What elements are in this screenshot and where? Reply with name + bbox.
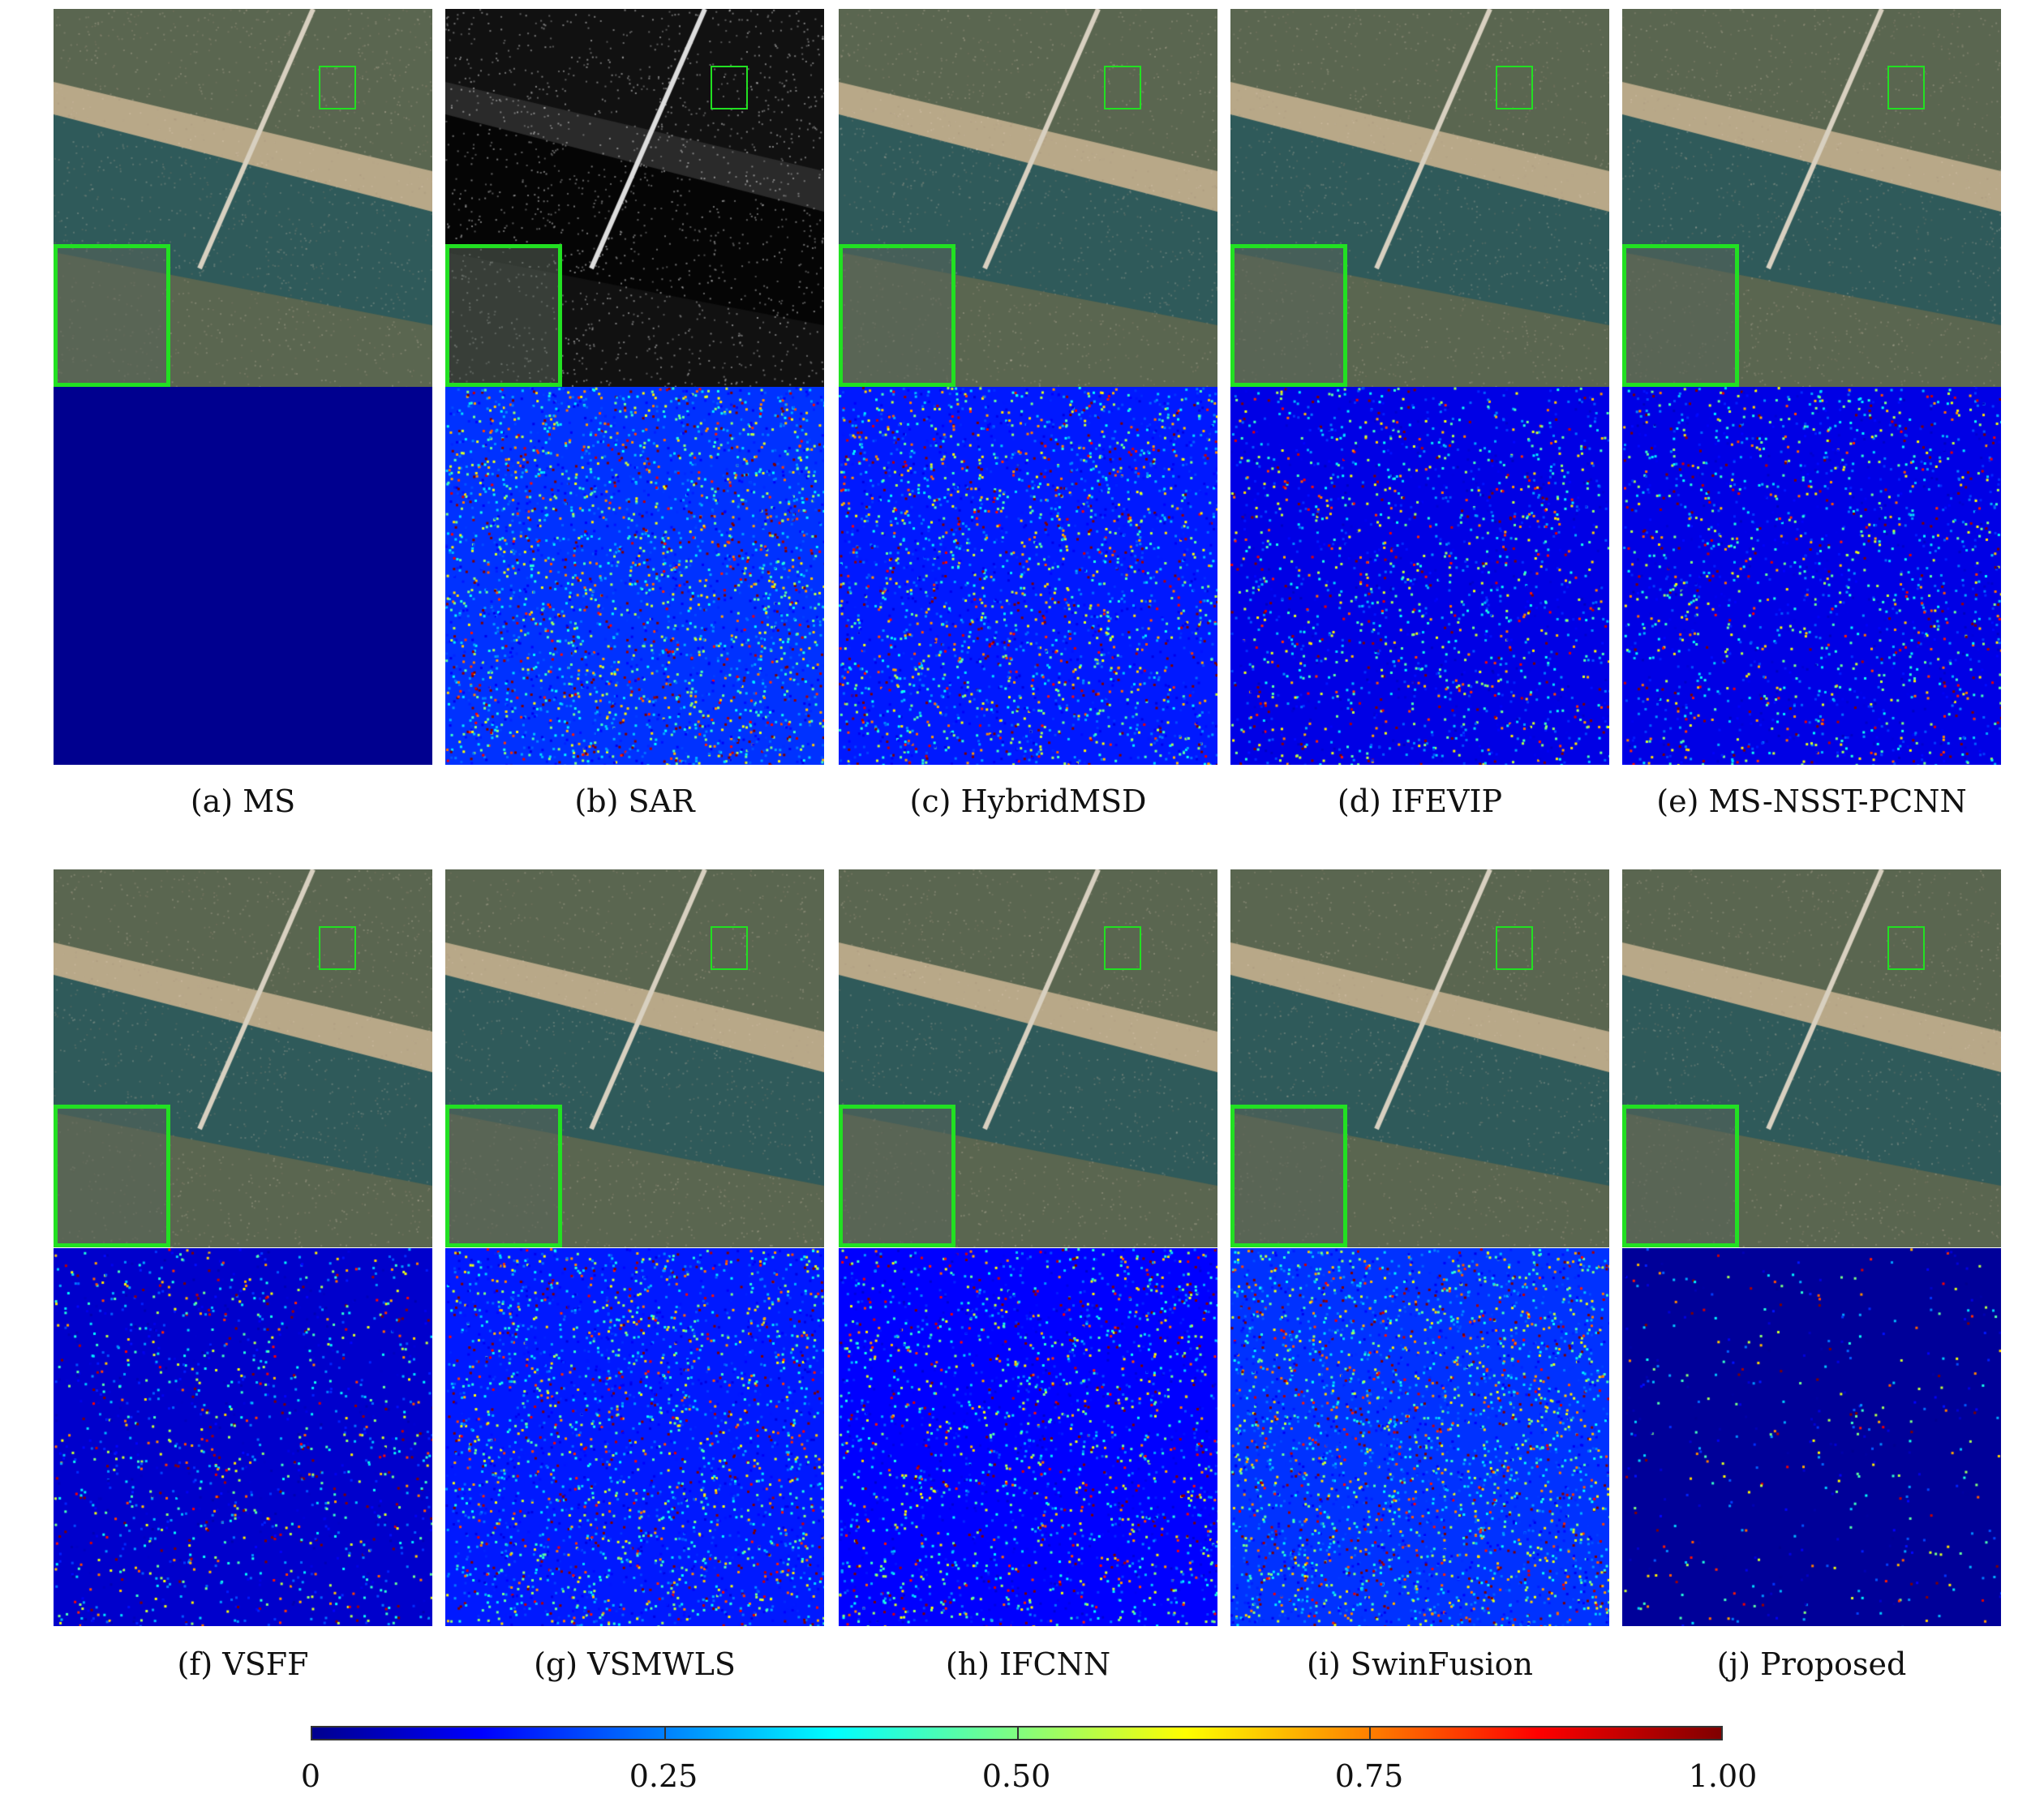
roi-box — [1496, 66, 1533, 109]
roi-box — [711, 926, 748, 970]
panel-caption: (d) IFEVIP — [1337, 783, 1503, 819]
roi-box — [319, 926, 356, 970]
colorbar-tick — [1368, 1727, 1371, 1739]
fused-image — [1622, 869, 2001, 1247]
error-map — [445, 387, 824, 765]
panel-caption: (b) SAR — [574, 783, 695, 819]
fused-image — [1622, 9, 2001, 387]
fused-image — [839, 9, 1217, 387]
zoom-inset — [445, 1105, 562, 1247]
zoom-inset — [839, 244, 955, 387]
panel-caption: (c) HybridMSD — [909, 783, 1147, 819]
colorbar-tick — [1016, 1727, 1019, 1739]
error-map — [445, 1248, 824, 1626]
roi-box — [319, 66, 356, 109]
colorbar-tick — [664, 1727, 667, 1739]
error-map — [839, 1248, 1217, 1626]
zoom-inset — [1622, 1105, 1739, 1247]
panel-caption: (e) MS-NSST-PCNN — [1656, 783, 1967, 819]
colorbar-label: 0.50 — [981, 1758, 1051, 1794]
error-map — [1230, 1248, 1609, 1626]
colorbar-label: 0.25 — [629, 1758, 698, 1794]
colorbar-label: 1.00 — [1688, 1758, 1758, 1794]
zoom-inset — [54, 1105, 170, 1247]
fused-image — [54, 9, 432, 387]
zoom-inset — [445, 244, 562, 387]
zoom-inset — [839, 1105, 955, 1247]
panel-caption: (a) MS — [190, 783, 296, 819]
error-map — [54, 1248, 432, 1626]
panel-caption: (i) SwinFusion — [1307, 1646, 1533, 1682]
roi-box — [1104, 66, 1141, 109]
roi-box — [711, 66, 748, 109]
panel-caption: (j) Proposed — [1716, 1646, 1907, 1682]
panel-caption: (g) VSMWLS — [534, 1646, 736, 1682]
fused-image — [445, 9, 824, 387]
roi-box — [1496, 926, 1533, 970]
zoom-inset — [1622, 244, 1739, 387]
panel-caption: (f) VSFF — [177, 1646, 309, 1682]
error-map — [1622, 1248, 2001, 1626]
fused-image — [1230, 9, 1609, 387]
error-map — [54, 387, 432, 765]
colorbar-label: 0.75 — [1334, 1758, 1404, 1794]
roi-box — [1887, 926, 1925, 970]
colorbar-label: 0 — [300, 1758, 321, 1794]
fused-image — [839, 869, 1217, 1247]
roi-box — [1887, 66, 1925, 109]
zoom-inset — [1230, 1105, 1347, 1247]
zoom-inset — [1230, 244, 1347, 387]
roi-box — [1104, 926, 1141, 970]
error-map — [1230, 387, 1609, 765]
zoom-inset — [54, 244, 170, 387]
error-map — [1622, 387, 2001, 765]
panel-caption: (h) IFCNN — [945, 1646, 1111, 1682]
colorbar — [311, 1726, 1723, 1740]
fused-image — [1230, 869, 1609, 1247]
fused-image — [54, 869, 432, 1247]
error-map — [839, 387, 1217, 765]
fused-image — [445, 869, 824, 1247]
